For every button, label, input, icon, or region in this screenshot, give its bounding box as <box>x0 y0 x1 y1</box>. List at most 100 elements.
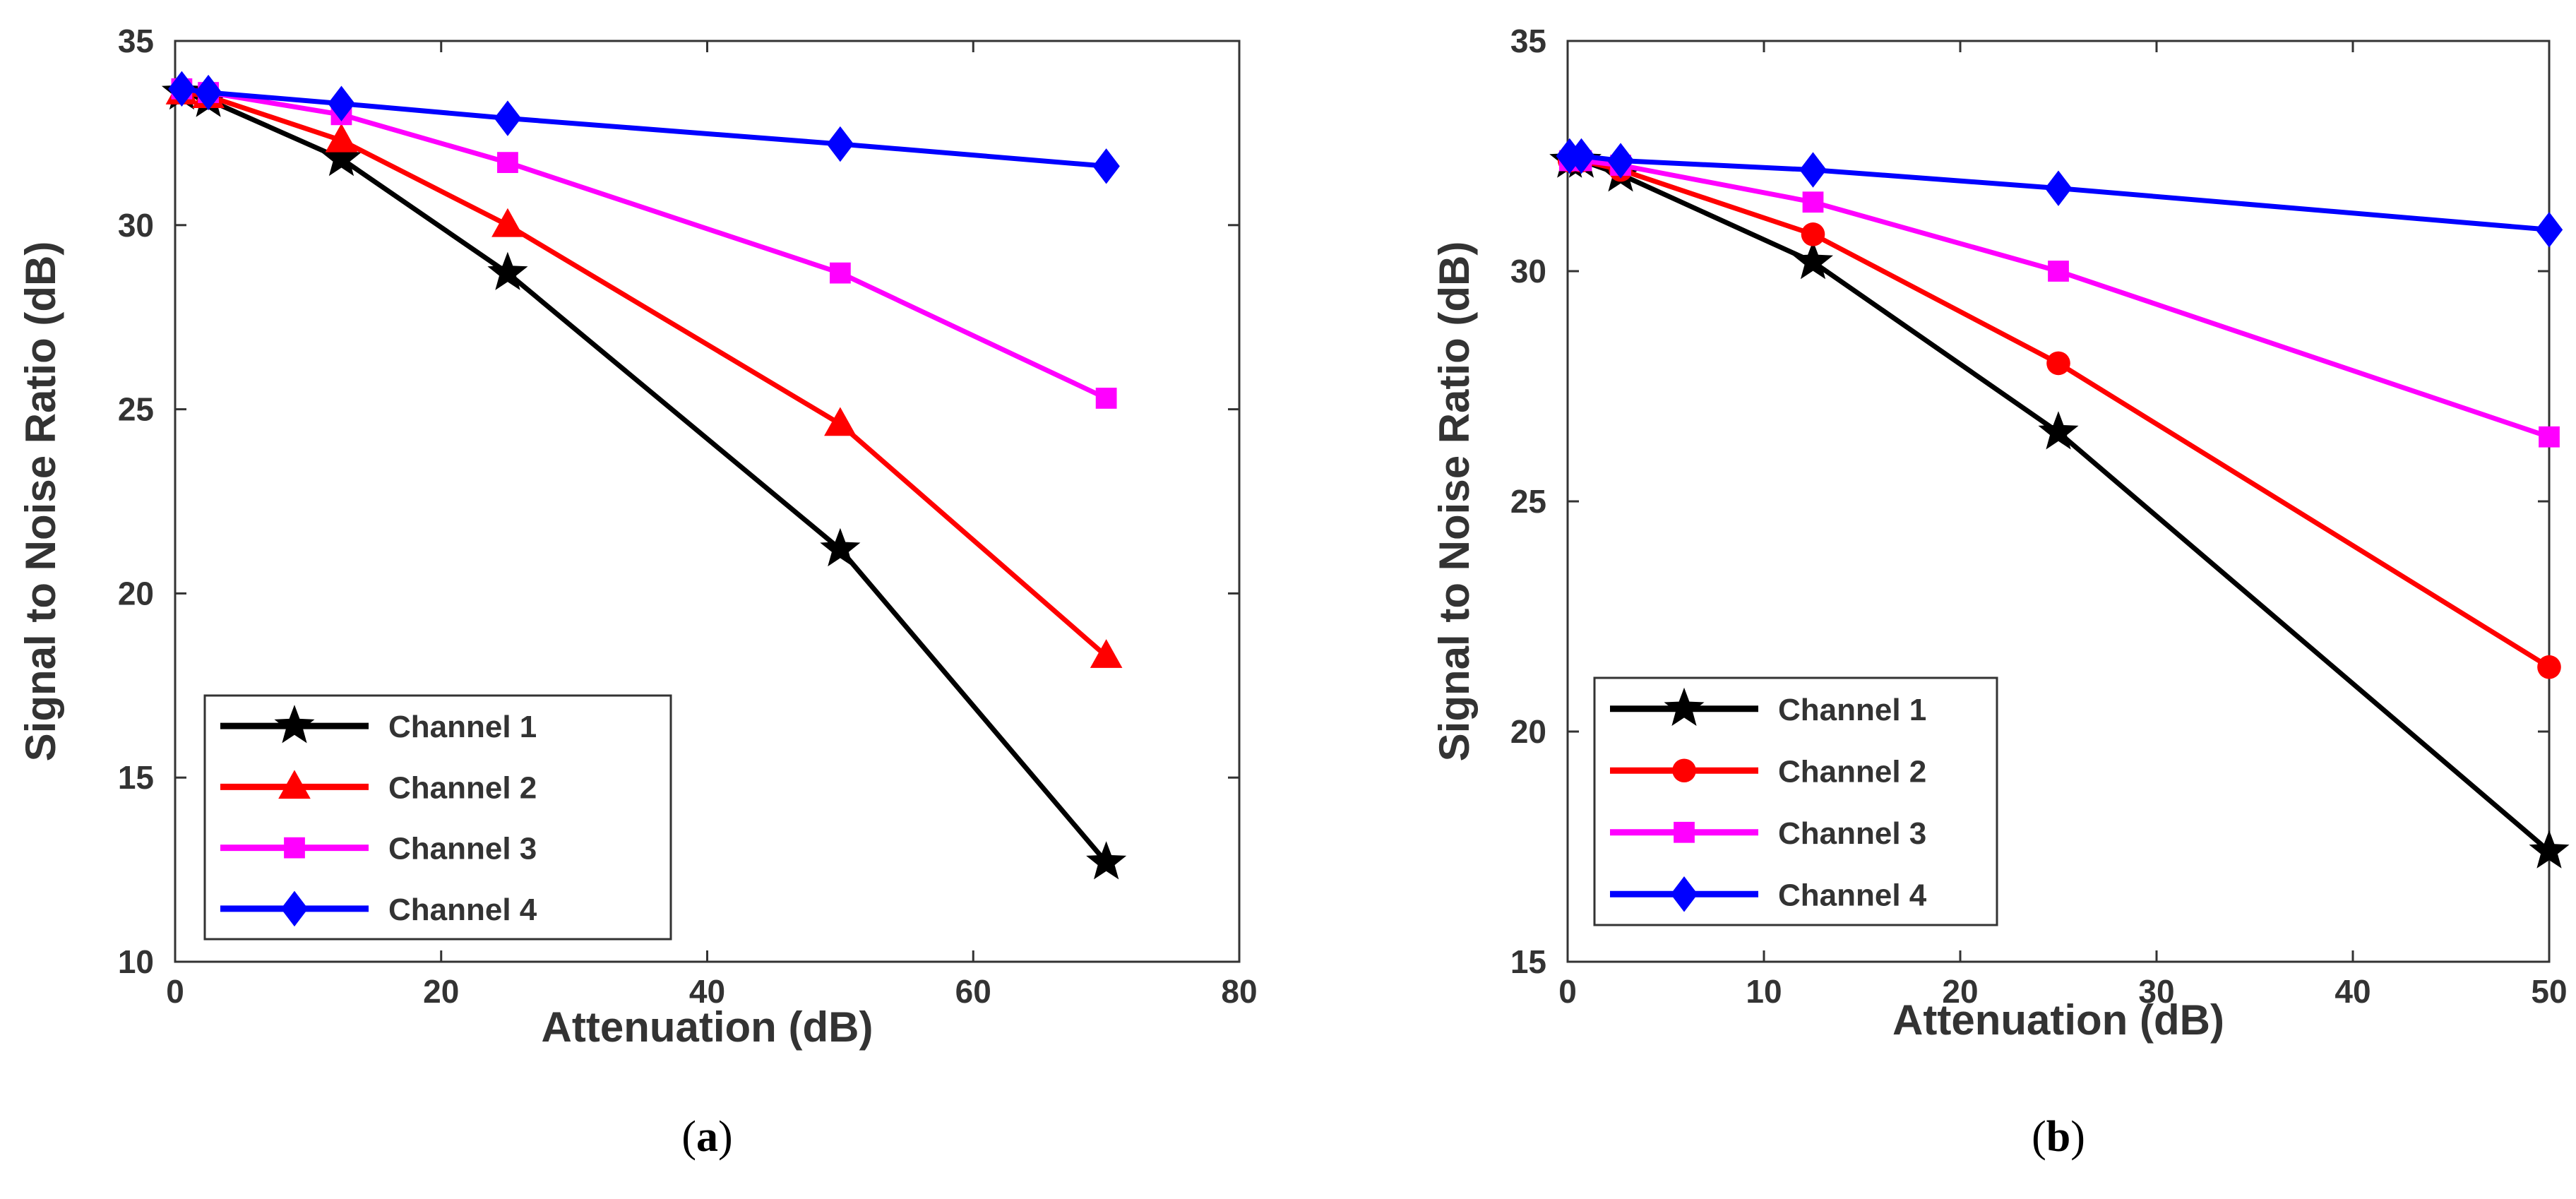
x-tick-label: 80 <box>1221 973 1257 1010</box>
x-tick-label: 10 <box>1746 973 1782 1010</box>
legend-entry: Channel 4 <box>220 890 537 927</box>
legend-entry: Channel 2 <box>1610 754 1926 789</box>
legend: Channel 1 Channel 2 Channel 3 Channel 4 <box>1593 676 1998 926</box>
y-tick-label: 20 <box>118 575 154 612</box>
legend-swatch-marker <box>1674 821 1695 843</box>
legend-entry: Channel 2 <box>220 770 537 805</box>
x-tick-label: 30 <box>2138 973 2174 1010</box>
data-point <box>2046 351 2070 376</box>
data-point <box>1092 148 1120 184</box>
chart-a: 0 20 40 60 80 10 15 20 25 30 35 Attenuation (dB) Sig… <box>17 23 1258 1161</box>
data-point <box>321 137 362 177</box>
data-point <box>168 71 196 107</box>
data-point <box>2535 212 2563 248</box>
data-point <box>328 85 355 121</box>
data-point <box>194 74 222 111</box>
data-point <box>1802 191 1824 213</box>
caption-close: ) <box>2070 1113 2085 1161</box>
caption-open: ( <box>681 1113 696 1161</box>
x-tick-label: 0 <box>1558 973 1577 1010</box>
data-point <box>494 100 522 136</box>
legend-label: Channel 1 <box>1778 693 1926 727</box>
legend-entry: Channel 1 <box>220 705 537 744</box>
chart-caption: (a) <box>681 1113 732 1161</box>
data-point <box>1799 152 1827 188</box>
data-point <box>497 152 518 174</box>
legend-label: Channel 3 <box>388 832 537 866</box>
data-point <box>826 126 854 162</box>
y-axis-label: Signal to Noise Ratio (dB) <box>17 241 64 762</box>
data-point <box>2044 170 2073 206</box>
y-tick-label: 15 <box>1510 943 1546 980</box>
x-tick-label: 50 <box>2531 973 2567 1010</box>
y-tick-label: 10 <box>118 943 154 980</box>
y-tick-label: 20 <box>1510 713 1546 750</box>
data-point <box>1793 241 1833 280</box>
legend-swatch-marker <box>278 770 311 799</box>
caption-letter: a <box>696 1113 718 1161</box>
x-tick-label: 20 <box>1942 973 1978 1010</box>
y-tick-label: 30 <box>118 207 154 244</box>
data-point <box>2038 411 2079 450</box>
data-point <box>824 407 857 436</box>
y-axis-label: Signal to Noise Ratio (dB) <box>1431 241 1478 762</box>
caption-close: ) <box>718 1113 733 1161</box>
series-line <box>181 90 1108 658</box>
legend-swatch-marker <box>1672 758 1696 783</box>
data-point <box>491 208 524 237</box>
legend-label: Channel 3 <box>1778 816 1926 851</box>
y-tick-label: 35 <box>118 23 154 59</box>
x-axis-label: Attenuation (dB) <box>542 1003 873 1051</box>
legend-entry: Channel 3 <box>220 832 537 866</box>
data-point <box>820 527 861 567</box>
legend-label: Channel 4 <box>1778 878 1927 912</box>
y-tick-label: 35 <box>1510 23 1546 59</box>
legend-label: Channel 4 <box>388 893 537 927</box>
x-tick-label: 20 <box>423 973 459 1010</box>
legend-box <box>203 694 672 941</box>
legend-entry: Channel 3 <box>1610 816 1926 851</box>
legend: Channel 1 Channel 2 Channel 3 Channel 4 <box>203 694 672 941</box>
data-point <box>829 262 851 284</box>
series-4 <box>1556 138 2563 248</box>
data-point <box>1606 143 1635 179</box>
x-tick-label: 60 <box>955 973 991 1010</box>
x-tick-label: 40 <box>2334 973 2371 1010</box>
data-point <box>1095 388 1117 409</box>
y-tick-label: 25 <box>118 391 154 428</box>
data-point <box>2537 655 2561 679</box>
series-line <box>181 86 1107 169</box>
legend-label: Channel 2 <box>1778 754 1926 789</box>
data-point <box>325 123 358 153</box>
data-point <box>2539 426 2560 448</box>
legend-swatch-marker <box>274 705 315 744</box>
x-axis-label: Attenuation (dB) <box>1892 996 2224 1044</box>
chart-caption: (b) <box>2032 1113 2085 1161</box>
caption-letter: b <box>2046 1113 2070 1161</box>
data-point <box>2048 261 2069 282</box>
legend-box <box>1593 676 1998 926</box>
data-point <box>1086 841 1127 880</box>
chart-b: 0 10 20 30 40 50 15 20 25 30 35 Attenuation (dB) Sig… <box>1431 23 2570 1161</box>
legend-label: Channel 2 <box>388 770 537 805</box>
y-tick-label: 15 <box>118 759 154 796</box>
y-tick-label: 30 <box>1510 253 1546 290</box>
legend-entry: Channel 1 <box>1610 687 1926 727</box>
legend-entry: Channel 4 <box>1610 876 1927 912</box>
data-point <box>1568 138 1595 174</box>
legend-swatch-marker <box>280 890 309 927</box>
x-tick-label: 0 <box>166 973 184 1010</box>
legend-swatch-marker <box>284 837 305 859</box>
data-point <box>2529 830 2570 869</box>
legend-swatch-marker <box>1664 687 1705 726</box>
series-2 <box>165 76 1123 668</box>
series-4 <box>168 71 1120 184</box>
y-tick-label: 25 <box>1510 483 1546 520</box>
caption-open: ( <box>2032 1113 2046 1161</box>
legend-swatch-marker <box>1670 876 1698 912</box>
x-tick-label: 40 <box>689 973 725 1010</box>
data-point <box>1801 222 1825 246</box>
legend-label: Channel 1 <box>388 710 537 744</box>
data-point <box>1090 639 1123 668</box>
